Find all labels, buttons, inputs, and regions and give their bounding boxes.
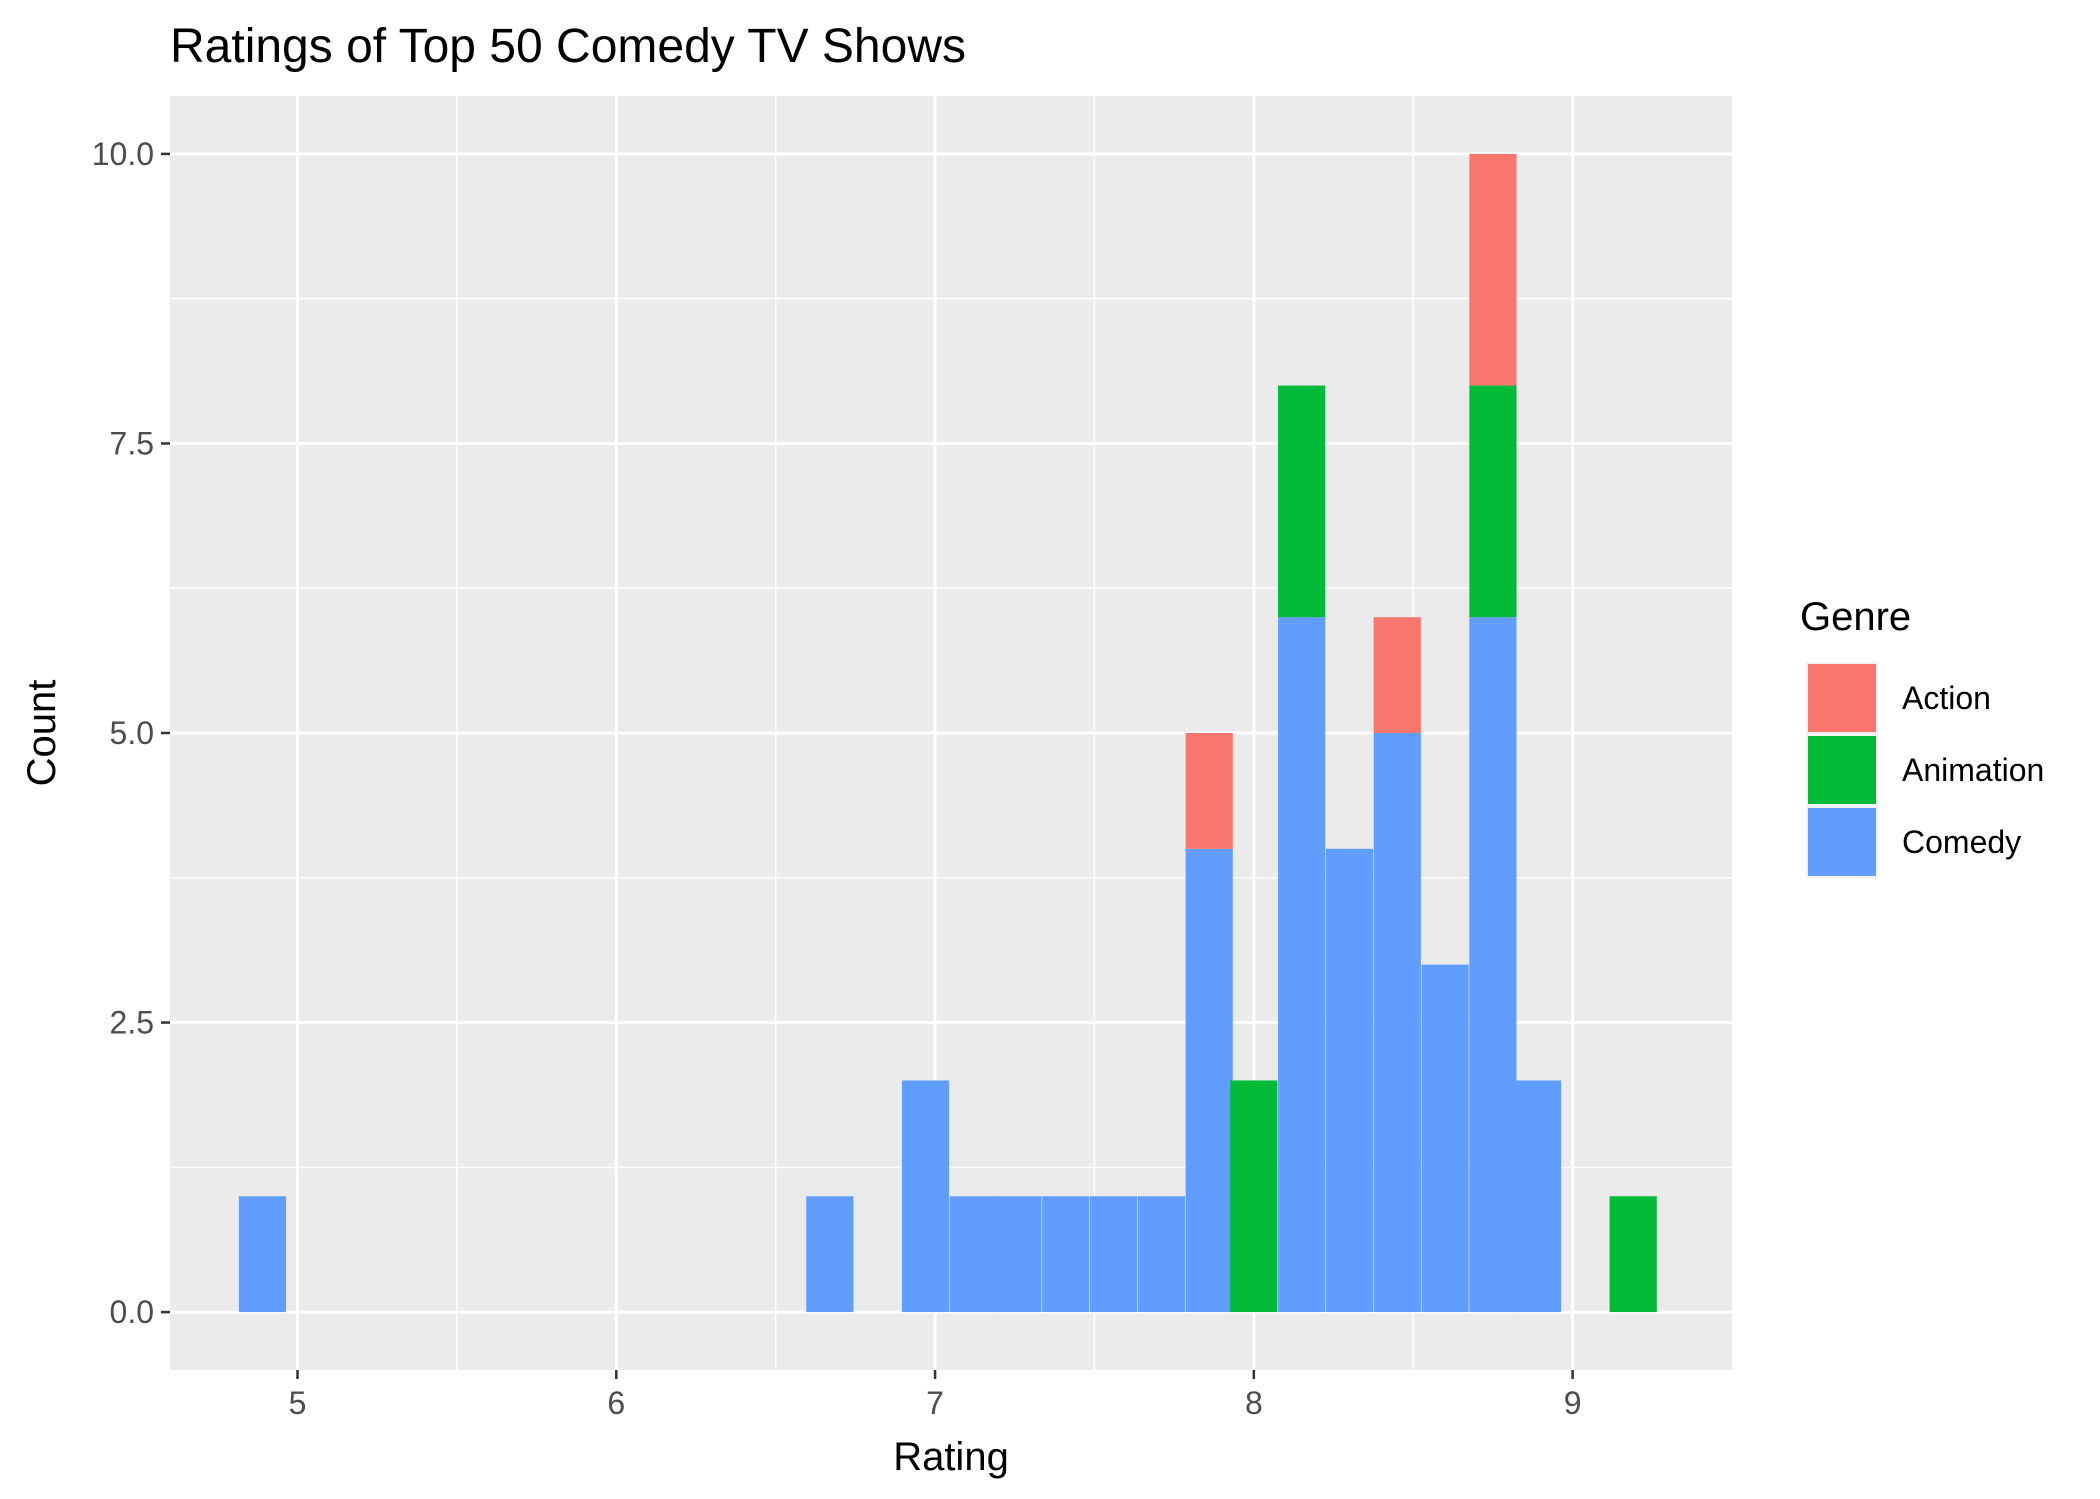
y-tick-label: 10.0 [92,136,154,172]
bar-comedy-8.89 [1513,1080,1562,1313]
y-axis-title: Count [20,680,64,787]
y-tick-label: 2.5 [110,1005,154,1041]
legend-key-animation [1808,736,1876,804]
bar-action-8.45 [1373,617,1421,733]
bar-comedy-6.67 [806,1196,854,1313]
bar-comedy-7.71 [1137,1196,1185,1313]
x-tick-label: 7 [926,1385,944,1421]
legend: Genre Action Animation Comedy [1800,595,2044,878]
bar-comedy-8.45 [1373,733,1421,1313]
y-tick-label: 7.5 [110,425,154,461]
legend-title: Genre [1800,595,1911,639]
bar-comedy-8.75 [1469,617,1517,1313]
x-tick-label: 5 [289,1385,307,1421]
x-axis: 5 6 7 8 9 [289,1370,1582,1421]
bar-comedy-8.3 [1325,848,1374,1313]
bar-animation-8 [1230,1080,1278,1313]
bar-action-8.75 [1469,153,1517,386]
bar-comedy-6.97 [901,1080,950,1313]
legend-label-animation: Animation [1902,752,2044,788]
y-axis: 0.0 2.5 5.0 7.5 10.0 [92,136,170,1330]
x-axis-title: Rating [893,1435,1009,1479]
bar-comedy-8.6 [1421,964,1469,1313]
bar-action-7.86 [1185,733,1233,849]
y-tick-label: 0.0 [110,1294,154,1330]
x-tick-label: 8 [1245,1385,1263,1421]
bar-comedy-7.26 [994,1196,1042,1313]
bar-comedy-7.41 [1042,1196,1090,1313]
bar-comedy-8.15 [1278,617,1326,1313]
bar-comedy-4.89 [238,1196,287,1313]
legend-key-comedy [1808,808,1876,876]
y-tick-label: 5.0 [110,715,154,751]
legend-label-action: Action [1902,680,1991,716]
bar-animation-9.19 [1609,1196,1657,1313]
bar-animation-8.75 [1469,385,1517,618]
bar-comedy-7.56 [1089,1196,1138,1313]
bar-comedy-7.12 [949,1196,997,1313]
bar-animation-8.15 [1278,385,1326,618]
x-tick-label: 9 [1564,1385,1582,1421]
bar-comedy-7.86 [1185,848,1233,1313]
x-tick-label: 6 [607,1385,625,1421]
bars [238,153,1657,1313]
chart-title: Ratings of Top 50 Comedy TV Shows [170,20,966,73]
legend-key-action [1808,664,1876,732]
legend-label-comedy: Comedy [1902,824,2021,860]
